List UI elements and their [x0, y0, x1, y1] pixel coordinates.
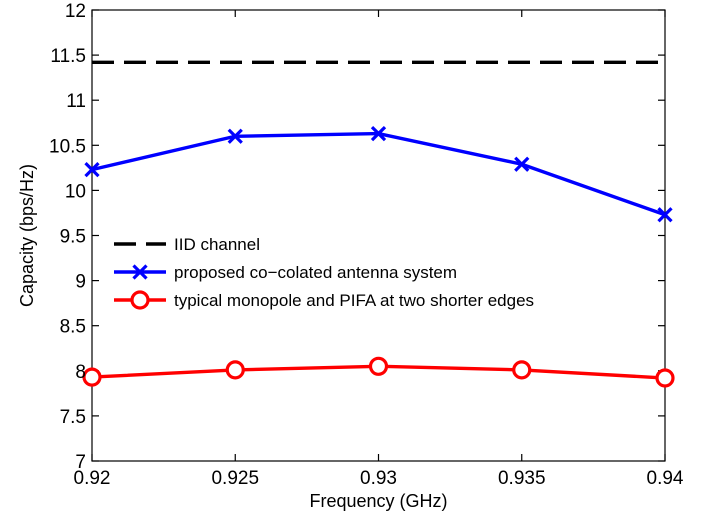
axes — [91, 9, 666, 462]
tick-labels: 0.92 0.925 0.93 0.935 0.94 7 7.5 8 8.5 9 9.5 10 10.5… — [49, 1, 684, 489]
series-line — [91, 131, 666, 217]
y-tick-label: 8 — [75, 362, 86, 383]
y-tick-label: 11.5 — [50, 46, 86, 67]
series-1 — [84, 125, 673, 223]
y-tick-label: 12 — [65, 1, 86, 22]
y-tick-label: 9.5 — [60, 227, 86, 248]
data-point — [512, 360, 532, 380]
data-point — [657, 207, 673, 223]
legend: IID channel proposed co−colated antenna s… — [114, 235, 534, 310]
series-2 — [82, 356, 675, 388]
y-tick-label: 7.5 — [60, 407, 86, 428]
series-layer — [82, 60, 675, 388]
x-axis-title: Frequency (GHz) — [309, 491, 447, 511]
legend-label: proposed co−colated antenna system — [174, 263, 457, 282]
y-tick-label: 7 — [75, 452, 86, 473]
legend-entry: proposed co−colated antenna system — [114, 263, 457, 282]
data-point — [370, 125, 387, 142]
x-tick-label: 0.92 — [74, 468, 111, 489]
legend-label: typical monopole and PIFA at two shorter… — [174, 291, 534, 310]
legend-label: IID channel — [174, 235, 260, 254]
data-point — [368, 356, 389, 376]
data-point — [82, 367, 102, 387]
legend-entry: typical monopole and PIFA at two shorter… — [114, 290, 534, 310]
legend-marker — [130, 290, 150, 310]
y-tick-label: 9 — [75, 272, 86, 293]
y-tick-label: 10 — [65, 181, 86, 202]
data-point — [84, 162, 100, 178]
x-tick-label: 0.935 — [498, 468, 546, 489]
data-point — [227, 128, 243, 144]
y-tick-label: 11 — [66, 91, 86, 112]
y-tick-label: 8.5 — [60, 317, 86, 338]
legend-marker — [132, 264, 148, 280]
x-tick-label: 0.94 — [647, 468, 684, 489]
legend-entry: IID channel — [114, 235, 260, 254]
data-point — [225, 360, 245, 380]
x-tick-label: 0.925 — [211, 468, 259, 489]
data-point — [514, 156, 530, 172]
y-tick-label: 10.5 — [49, 136, 86, 157]
x-tick-label: 0.93 — [360, 468, 397, 489]
data-point — [655, 368, 675, 388]
y-axis-title: Capacity (bps/Hz) — [17, 164, 37, 307]
